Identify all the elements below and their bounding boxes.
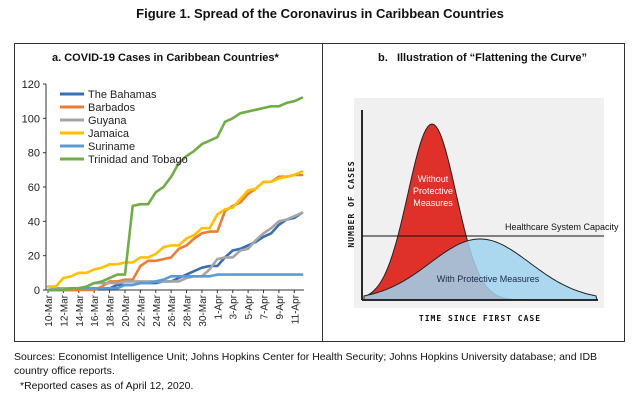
chart-b: Healthcare System Capacity Without Protect…: [347, 98, 619, 323]
without-measures-label: Measures: [413, 198, 453, 208]
x-tick-label: 10-Mar: [44, 294, 55, 326]
panel-b-title: b. Illustration of “Flattening the Curve…: [378, 52, 588, 64]
legend-label: Barbados: [88, 102, 136, 114]
legend-label: Trinidad and Tobago: [88, 154, 188, 166]
figure-frame: [14, 43, 625, 342]
x-tick-label: 20-Mar: [121, 294, 132, 326]
y-tick-label: 120: [22, 79, 40, 91]
x-tick-label: 3-Apr: [229, 294, 240, 319]
x-tick-label: 9-Apr: [275, 294, 286, 319]
x-tick-label: 18-Mar: [106, 294, 117, 326]
x-tick-label: 28-Mar: [183, 294, 194, 326]
y-tick-label: 60: [28, 182, 40, 194]
y-tick-label: 80: [28, 148, 40, 160]
without-measures-label: Without: [418, 174, 449, 184]
chart-a: 0 20 40 60 80 100 120 10-Mar 12-Mar 14-Mar 16-Mar 1…: [22, 79, 304, 327]
x-tick-label: 11-Apr: [290, 294, 301, 324]
curve-with-measures: [363, 238, 598, 301]
legend-label: Guyana: [88, 115, 127, 127]
series-line-suriname: [46, 273, 304, 292]
x-tick-label: 26-Mar: [167, 294, 178, 326]
y-tick-label: 40: [28, 216, 40, 228]
with-measures-label: With Protective Measures: [437, 274, 540, 284]
illustration-xlabel: TIME SINCE FIRST CASE: [419, 314, 541, 323]
legend-label: Jamaica: [88, 128, 130, 140]
panel-divider: [322, 43, 323, 342]
panel-a-title: a. COVID-19 Cases in Caribbean Countries…: [52, 52, 279, 64]
x-tick-label: 14-Mar: [75, 294, 86, 326]
x-tick-label: 16-Mar: [90, 294, 101, 326]
legend-label: The Bahamas: [88, 89, 157, 101]
x-tick-label: 12-Mar: [59, 294, 70, 326]
legend-label: Suriname: [88, 141, 135, 153]
x-tick-label: 22-Mar: [136, 294, 147, 326]
sources-text: Sources: Economist Intelligence Unit; Jo…: [14, 351, 598, 377]
y-tick-label: 100: [22, 113, 40, 125]
footnote: *Reported cases as of April 12, 2020.: [20, 380, 194, 392]
x-tick-label: 7-Apr: [260, 294, 271, 319]
illustration-ylabel: NUMBER OF CASES: [347, 160, 356, 247]
figure-title: Figure 1. Spread of the Coronavirus in C…: [136, 6, 504, 21]
y-tick-label: 0: [34, 285, 40, 297]
series-line-jamaica: [46, 170, 304, 288]
x-tick-label: 1-Apr: [213, 294, 224, 319]
capacity-label: Healthcare System Capacity: [505, 222, 619, 232]
x-tick-label: 30-Mar: [198, 294, 209, 326]
series-line-trinidad-and-tobago: [46, 96, 304, 292]
x-tick-label: 24-Mar: [152, 294, 163, 326]
without-measures-label: Protective: [413, 186, 453, 196]
x-tick-label: 5-Apr: [244, 294, 255, 319]
y-tick-label: 20: [28, 251, 40, 263]
